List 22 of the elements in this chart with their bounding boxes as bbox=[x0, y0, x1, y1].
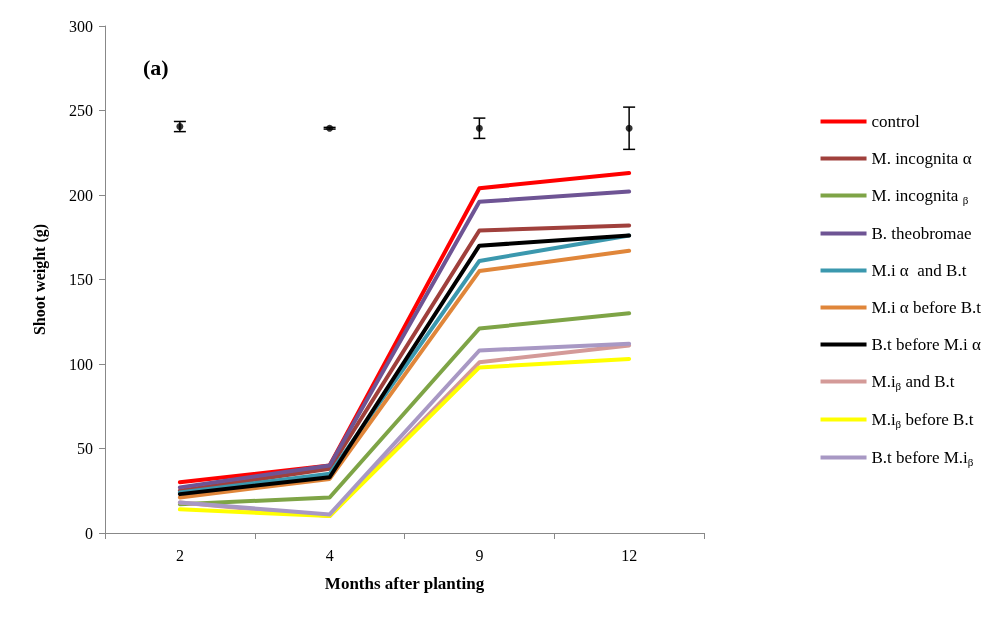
y-tick-label: 50 bbox=[77, 440, 93, 457]
line-series bbox=[177, 311, 632, 507]
legend-label: M. incognita α bbox=[871, 149, 972, 168]
x-tick-label: 12 bbox=[621, 546, 638, 564]
y-axis-title: Shoot weight (g) bbox=[30, 223, 49, 336]
y-tick-label: 150 bbox=[69, 271, 93, 288]
legend-label: M. incognita β bbox=[871, 186, 969, 206]
x-tick-label: 2 bbox=[175, 546, 184, 564]
legend-label: M.i α and B.t bbox=[871, 261, 967, 280]
x-tick-label: 9 bbox=[475, 546, 484, 564]
y-tick-label: 300 bbox=[69, 17, 93, 35]
legend-label: B. theobromae bbox=[871, 224, 972, 243]
x-axis-title: Months after planting bbox=[324, 574, 485, 593]
legend-label: B.t before M.i α bbox=[871, 335, 982, 354]
x-tick-label: 4 bbox=[325, 546, 334, 564]
y-tick-label: 200 bbox=[69, 186, 93, 204]
y-tick-label: 0 bbox=[85, 524, 93, 542]
y-tick-label: 250 bbox=[69, 102, 93, 119]
legend-label: M.i α before B.t bbox=[871, 298, 982, 317]
annotation: (a) bbox=[143, 54, 169, 80]
y-tick-label: 100 bbox=[69, 355, 93, 373]
legend-label: control bbox=[871, 112, 920, 131]
